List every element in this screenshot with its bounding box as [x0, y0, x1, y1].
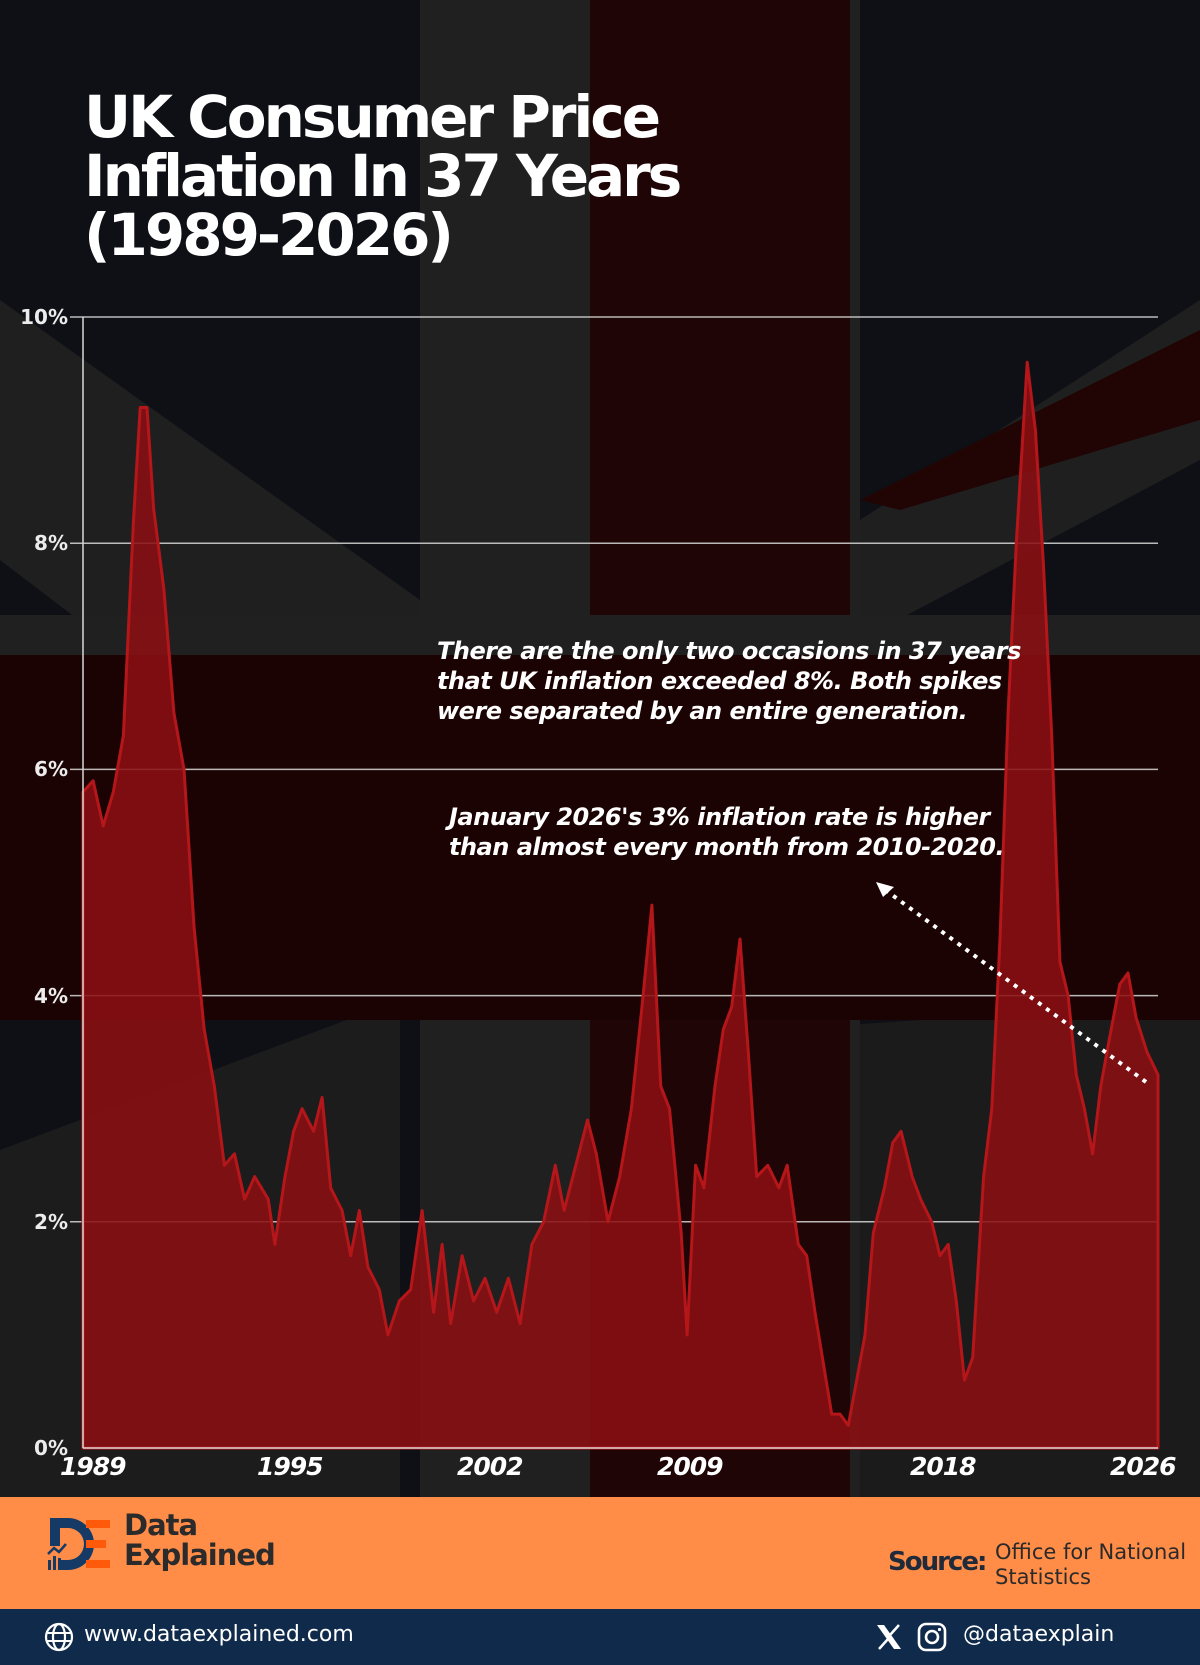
footer-social-bar: [0, 1609, 1200, 1665]
january-annotation-line: than almost every month from 2010-2020.: [449, 833, 1005, 861]
annotation-arrow-line: [882, 887, 1148, 1084]
source-line: Statistics: [995, 1565, 1091, 1589]
brand-line: Explained: [124, 1538, 276, 1572]
x-tick-2026: 2026: [1110, 1452, 1177, 1481]
data-explained-logo-icon: [47, 1518, 110, 1570]
x-tick-2009: 2009: [657, 1452, 724, 1481]
y-tick-10: 10%: [20, 305, 68, 329]
gridlines: [70, 316, 1158, 1223]
january-annotation: January 2026's 3% inflation rate is high…: [449, 802, 1005, 862]
inflation-chart: 10% 8% 6% 4% 2% 0% 1989 1995 2002 2009 2…: [20, 305, 1177, 1481]
spikes-annotation-line: that UK inflation exceeded 8%. Both spik…: [437, 667, 1002, 695]
source-line: Office for National: [995, 1540, 1187, 1564]
x-twitter-icon[interactable]: [875, 1624, 903, 1650]
brand-name: Data Explained: [124, 1508, 276, 1572]
y-tick-4: 4%: [34, 984, 68, 1008]
inflation-area: [81, 360, 1160, 1450]
y-tick-2: 2%: [34, 1210, 68, 1234]
spikes-annotation-line: There are the only two occasions in 37 y…: [437, 637, 1021, 665]
social-handle-link[interactable]: @dataexplain: [963, 1622, 1115, 1647]
y-tick-8: 8%: [34, 531, 68, 555]
instagram-icon[interactable]: [917, 1622, 947, 1652]
y-tick-0: 0%: [34, 1436, 68, 1460]
january-annotation-line: January 2026's 3% inflation rate is high…: [449, 803, 990, 831]
y-tick-6: 6%: [34, 757, 68, 781]
globe-icon: [44, 1622, 74, 1652]
x-tick-1989: 1989: [60, 1452, 127, 1481]
x-tick-2018: 2018: [910, 1452, 977, 1481]
title-line: UK Consumer Price: [84, 83, 661, 151]
x-tick-1995: 1995: [257, 1452, 324, 1481]
website-link[interactable]: www.dataexplained.com: [84, 1622, 354, 1647]
source-value: Office for National Statistics: [995, 1540, 1186, 1590]
footer-brand-bar: [0, 1497, 1200, 1609]
source-label: Source:: [888, 1547, 987, 1577]
page-title: UK Consumer Price Inflation In 37 Years …: [84, 83, 682, 269]
spikes-annotation: There are the only two occasions in 37 y…: [437, 636, 1021, 726]
title-line: Inflation In 37 Years: [84, 142, 682, 210]
chart-plot-area: [70, 316, 1160, 1450]
arrow-head-icon: [876, 882, 894, 897]
brand-line: Data: [124, 1508, 198, 1542]
title-line: (1989-2026): [84, 201, 454, 269]
x-tick-2002: 2002: [457, 1452, 524, 1481]
spikes-annotation-line: were separated by an entire generation.: [437, 697, 968, 725]
